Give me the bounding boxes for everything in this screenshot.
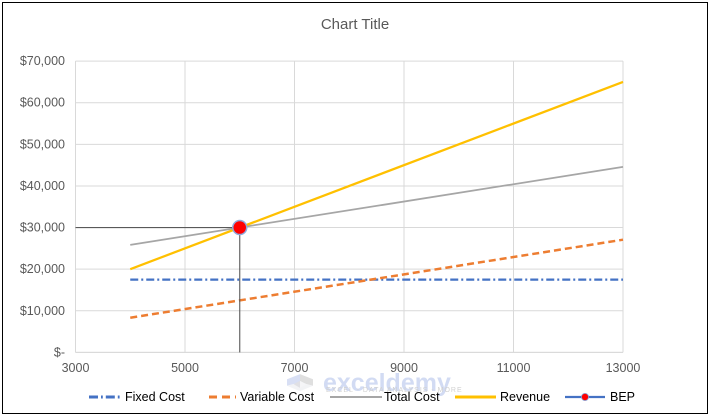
- svg-text:Total Cost: Total Cost: [384, 390, 440, 404]
- svg-text:Revenue: Revenue: [500, 390, 550, 404]
- svg-text:Fixed Cost: Fixed Cost: [125, 390, 185, 404]
- svg-text:BEP: BEP: [610, 390, 635, 404]
- svg-text:Variable Cost: Variable Cost: [240, 390, 315, 404]
